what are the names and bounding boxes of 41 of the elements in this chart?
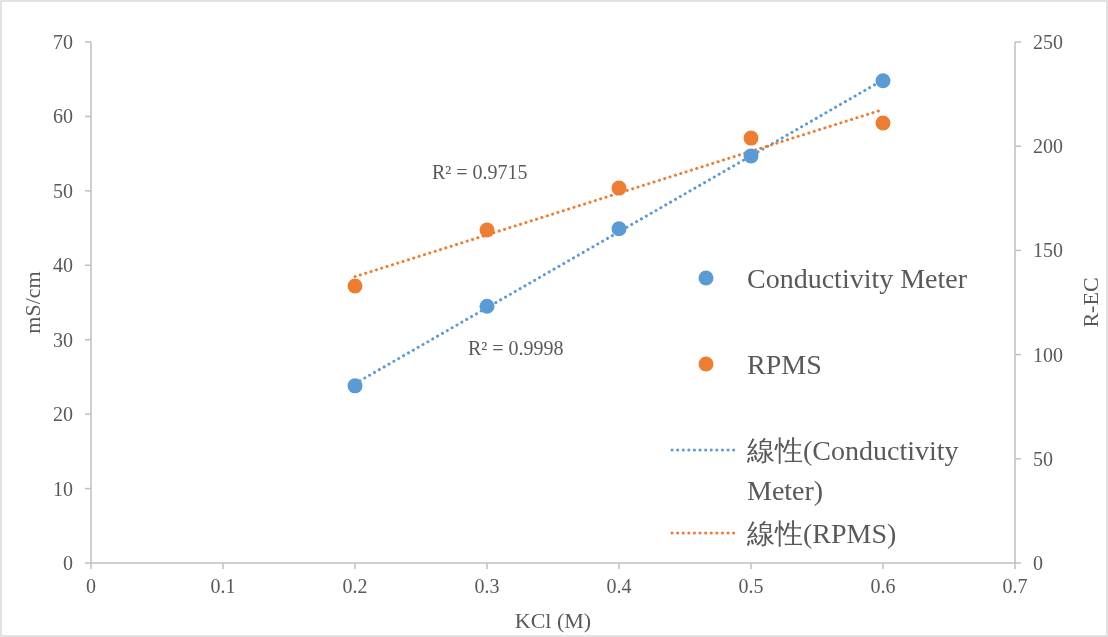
legend-label: Conductivity Meter — [747, 263, 968, 294]
y-tick-label: 70 — [53, 31, 73, 53]
point — [743, 148, 759, 164]
y-tick-label: 40 — [53, 254, 73, 277]
y-tick-label: 10 — [53, 477, 73, 500]
x-tick-label: 0.5 — [738, 575, 764, 597]
x-tick-label: 0.6 — [870, 575, 896, 597]
x-tick-label: 0 — [86, 575, 96, 597]
point — [743, 130, 759, 146]
y2-tick-label: 100 — [1033, 343, 1063, 366]
legend-label: 線性(Conductivity Meter) — [746, 435, 959, 506]
legend-label: 線性(RPMS) — [746, 518, 897, 549]
point — [611, 180, 627, 196]
legend-label: RPMS — [747, 349, 822, 380]
y-tick-label: 30 — [53, 328, 73, 351]
y-tick-label: 60 — [53, 105, 73, 128]
x-axis-title: KCl (M) — [514, 608, 592, 633]
x-tick-label: 0.4 — [606, 575, 632, 597]
annotation: R² = 0.9998 — [468, 337, 564, 359]
x-tick-label: 0.1 — [210, 575, 236, 597]
point — [875, 115, 891, 131]
point — [347, 378, 363, 394]
x-tick-label: 0.2 — [342, 575, 368, 597]
point — [347, 278, 363, 294]
x-tick-label: 0.3 — [474, 575, 500, 597]
y-tick-label: 0 — [63, 552, 73, 574]
y2-axis-title: R-EC — [1078, 277, 1103, 328]
point — [479, 222, 495, 238]
y2-tick-label: 0 — [1033, 552, 1043, 574]
y-tick-label: 50 — [53, 179, 73, 202]
y2-tick-label: 150 — [1033, 239, 1063, 262]
y-tick-label: 20 — [53, 403, 73, 426]
y2-tick-label: 200 — [1033, 135, 1063, 158]
point — [875, 73, 891, 89]
y-axis-title: mS/cm — [20, 271, 45, 334]
y2-tick-label: 250 — [1033, 31, 1063, 53]
x-tick-label: 0.7 — [1002, 575, 1028, 597]
y2-tick-label: 50 — [1033, 447, 1053, 470]
annotation: R² = 0.9715 — [432, 161, 528, 183]
point — [479, 298, 495, 314]
point — [611, 221, 627, 237]
